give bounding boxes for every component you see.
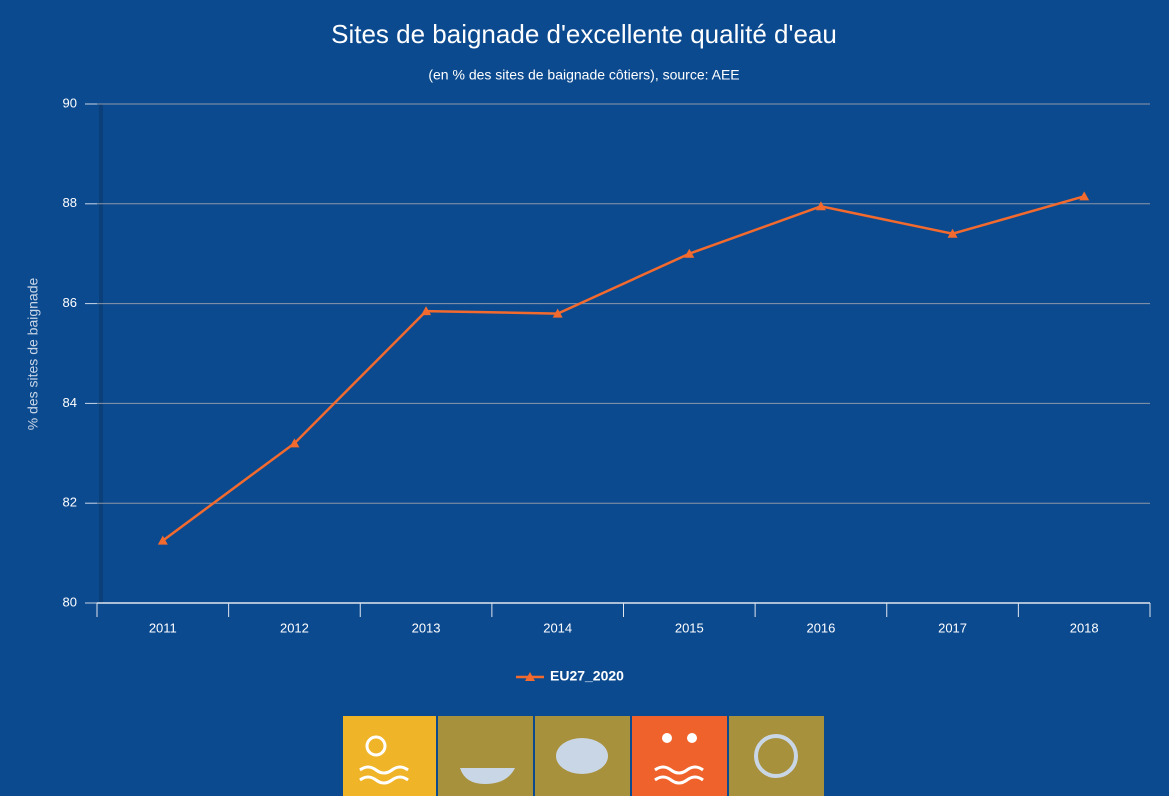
chart-subtitle: (en % des sites de baignade côtiers), so… [428, 67, 739, 83]
y-axis-label: % des sites de baignade [25, 278, 41, 431]
point-marker [289, 438, 300, 448]
y-tick-label: 88 [63, 195, 77, 210]
x-tick-label: 2013 [412, 620, 441, 635]
series-line [162, 195, 1085, 542]
point-marker [815, 201, 826, 211]
icon-tile [729, 716, 824, 796]
x-tick-label: 2011 [149, 620, 177, 635]
x-tick-label: 2015 [675, 620, 704, 635]
y-tick-label: 90 [63, 95, 77, 110]
legend-label: EU27_2020 [550, 668, 624, 684]
x-tick-label: 2018 [1070, 620, 1099, 635]
point-marker [157, 535, 168, 545]
x-tick-label: 2016 [806, 620, 835, 635]
icon-tile [343, 716, 436, 796]
x-tick-label: 2012 [280, 620, 309, 635]
icon-shape [654, 765, 704, 785]
point-marker [684, 248, 695, 258]
y-tick-label: 80 [63, 594, 77, 609]
icon-shape [662, 733, 672, 743]
icon-shape [365, 735, 387, 757]
icon-shape [359, 765, 409, 785]
chart-title: Sites de baignade d'excellente qualité d… [331, 19, 837, 49]
icon-shape [754, 734, 798, 778]
x-tick-label: 2017 [938, 620, 967, 635]
icon-shape [687, 733, 697, 743]
point-marker [947, 228, 958, 238]
y-tick-label: 82 [63, 495, 77, 510]
point-marker [421, 306, 432, 316]
y-tick-label: 84 [63, 395, 77, 410]
legend-marker [525, 672, 535, 681]
y-tick-label: 86 [63, 295, 77, 310]
icon-shape [556, 738, 608, 774]
point-marker [552, 308, 563, 318]
point-marker [1079, 191, 1090, 201]
x-tick-label: 2014 [543, 620, 572, 635]
icon-shape [460, 768, 515, 784]
icon-tile [438, 716, 533, 796]
icon-bar [343, 716, 824, 796]
